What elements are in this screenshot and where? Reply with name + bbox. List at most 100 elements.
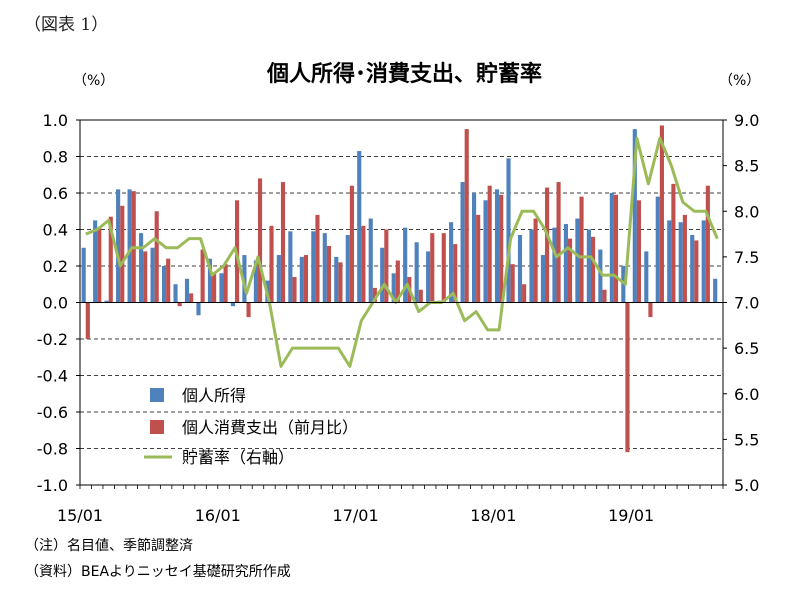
right-axis-tick-label: 5.5 xyxy=(734,430,759,449)
income-bar xyxy=(196,302,201,316)
consumption-bar xyxy=(430,233,435,303)
income-bar xyxy=(173,284,178,303)
consumption-bar xyxy=(441,233,446,303)
income-bar xyxy=(403,227,408,303)
income-bar xyxy=(713,278,718,303)
consumption-bar xyxy=(280,182,286,303)
income-bar xyxy=(253,260,258,303)
income-bar xyxy=(517,234,523,303)
consumption-bar xyxy=(487,185,492,303)
consumption-bar xyxy=(338,262,343,303)
right-axis-tick-label: 5.0 xyxy=(734,476,759,495)
consumption-bar xyxy=(476,214,481,303)
right-axis-tick-label: 6.0 xyxy=(734,385,759,404)
consumption-bar xyxy=(154,211,159,303)
income-bar xyxy=(368,218,373,303)
income-bar xyxy=(667,220,672,303)
consumption-bar xyxy=(579,196,584,303)
savings-rate-line xyxy=(85,136,719,368)
income-bar xyxy=(426,251,431,303)
consumption-bar xyxy=(545,187,550,303)
right-axis-unit: （%） xyxy=(719,73,761,89)
consumption-bar xyxy=(120,205,125,303)
income-bar xyxy=(219,273,224,303)
income-bar xyxy=(460,182,465,303)
x-axis-tick-label: 15/01 xyxy=(57,506,103,525)
consumption-bar xyxy=(602,289,607,303)
consumption-bar xyxy=(349,185,354,303)
left-axis-tick-label: -0.8 xyxy=(37,440,68,459)
income-bar xyxy=(472,193,477,303)
left-axis-tick-label: 0.6 xyxy=(43,184,68,203)
consumption-bar xyxy=(453,244,458,303)
right-axis-tick-label: 8.0 xyxy=(734,202,759,221)
consumption-bar xyxy=(522,284,527,303)
consumption-bar xyxy=(361,225,366,303)
left-axis-tick-label: 0.2 xyxy=(43,257,68,276)
consumption-bar xyxy=(499,194,504,303)
right-axis-tick-label: 8.5 xyxy=(734,157,759,176)
x-axis-tick-label: 16/01 xyxy=(195,506,241,525)
income-bar xyxy=(552,227,557,303)
income-bar xyxy=(184,278,190,303)
income-bar xyxy=(483,200,488,303)
left-axis-tick-label: 0.0 xyxy=(43,294,68,313)
consumption-bar xyxy=(671,183,676,303)
income-bar xyxy=(345,234,350,303)
legend-consumption-label: 個人消費支出（前月比） xyxy=(182,418,358,437)
income-bar xyxy=(586,229,591,303)
income-bar xyxy=(575,218,580,303)
consumption-bar xyxy=(567,238,573,303)
consumption-bar xyxy=(315,214,320,303)
income-bar xyxy=(207,258,213,303)
consumption-bar xyxy=(189,293,194,303)
legend-income-label: 個人所得 xyxy=(182,386,246,405)
income-bar xyxy=(242,255,247,303)
x-axis-tick-label: 19/01 xyxy=(608,506,654,525)
right-axis-tick-label: 7.0 xyxy=(734,294,759,313)
consumption-bar xyxy=(395,260,400,303)
income-bar xyxy=(632,129,637,303)
consumption-bar xyxy=(292,276,297,303)
left-axis-tick-label: 0.4 xyxy=(43,221,68,240)
consumption-bar xyxy=(694,240,699,303)
income-bar xyxy=(93,220,98,303)
income-bar xyxy=(701,220,706,303)
income-bar xyxy=(357,151,362,303)
income-bar xyxy=(655,196,660,303)
consumption-bar xyxy=(384,229,389,303)
income-bar xyxy=(127,189,132,303)
consumption-bar xyxy=(143,251,148,303)
income-bar xyxy=(230,302,236,307)
x-axis-tick-label: 17/01 xyxy=(333,506,379,525)
consumption-bar xyxy=(648,302,653,318)
income-bar xyxy=(311,231,316,303)
consumption-bar xyxy=(418,289,423,303)
left-axis-tick-label: 0.8 xyxy=(43,148,68,167)
savings-rate-polyline xyxy=(85,136,719,368)
consumption-bar xyxy=(97,227,102,303)
consumption-bar xyxy=(705,185,710,303)
income-bar xyxy=(540,255,546,303)
consumption-bar xyxy=(269,225,274,303)
income-bar xyxy=(288,231,293,303)
legend-income-swatch xyxy=(150,388,164,402)
income-bar xyxy=(161,266,167,303)
consumption-bar xyxy=(200,249,205,303)
income-bar xyxy=(449,222,454,303)
legend-consumption-swatch xyxy=(150,420,164,434)
consumption-bar xyxy=(246,302,251,318)
consumption-bar xyxy=(257,178,263,303)
consumption-bar xyxy=(659,125,664,303)
consumption-bar xyxy=(177,302,182,307)
left-axis-tick-label: -0.4 xyxy=(37,367,68,386)
consumption-bar xyxy=(166,258,171,303)
left-axis-tick-label: -0.6 xyxy=(37,403,68,422)
left-axis-tick-label: -0.2 xyxy=(37,330,68,349)
right-axis-tick-label: 6.5 xyxy=(734,339,759,358)
consumption-bar xyxy=(223,264,228,303)
income-bar xyxy=(104,300,109,303)
consumption-bar xyxy=(108,216,113,303)
